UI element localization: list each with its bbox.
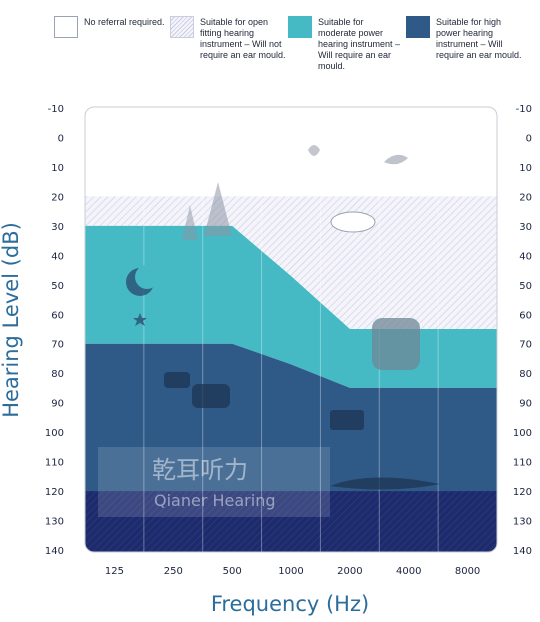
y-tick-label: 50 [519,281,532,292]
y-tick-label: 130 [45,517,64,528]
y-tick-label: 30 [51,222,64,233]
excavator-icon [330,410,364,430]
x-tick-label: 2000 [337,566,362,577]
y-tick-label: 80 [519,369,532,380]
legend-label: Suitable for high power hearing instrume… [436,17,522,60]
y-tick-label: 70 [519,340,532,351]
x-tick-labels: 125 250 500 1000 2000 4000 8000 [105,566,480,577]
y-tick-label: 0 [58,133,64,144]
butterfly-icon [308,145,320,156]
illustration-layer [126,145,440,490]
y-tick-label: 30 [519,222,532,233]
y-tick-label: 20 [51,192,64,203]
y-tick-label: 60 [51,310,64,321]
car-icon [192,384,230,408]
x-tick-label: 8000 [455,566,480,577]
band-profound [85,491,497,552]
band-open-fitting [85,196,497,329]
leaf-icon [384,154,408,165]
legend-swatch-hatched [170,16,194,38]
legend-label: No referral required. [84,17,165,27]
airplane-icon [330,477,440,490]
car-icon [164,372,190,388]
y-tick-label: 140 [45,546,64,557]
x-tick-label: 250 [164,566,183,577]
cloud-icon [330,211,376,233]
y-tick-label: 110 [45,458,64,469]
legend: No referral required. Suitable for open … [0,14,540,94]
small-tree-icon [182,205,198,240]
tree-icon [204,182,232,236]
y-tick-label: 90 [519,399,532,410]
y-tick-label: 0 [526,133,532,144]
y-tick-label: 10 [51,163,64,174]
moon-cutout-icon [135,265,159,289]
band-no-referral-required [85,107,497,197]
y-tick-label: 70 [51,340,64,351]
y-tick-label: 50 [51,281,64,292]
y-axis-title: Hearing Level (dB) [0,222,23,418]
y-tick-label: 130 [513,517,532,528]
legend-swatch-teal [288,16,312,38]
y-tick-label: 40 [51,251,64,262]
y-tick-label: -10 [516,104,532,115]
x-tick-label: 500 [223,566,242,577]
x-tick-label: 125 [105,566,124,577]
legend-swatch-navy [406,16,430,38]
watermark-cn-text: 乾耳听力 [152,456,248,484]
watermark-box [98,447,330,517]
y-tick-label: 60 [519,310,532,321]
legend-swatch-white [54,16,78,38]
y-tick-label: 40 [519,251,532,262]
star-icon [133,313,147,326]
watermark: 乾耳听力 Qianer Hearing [98,447,330,517]
x-tick-label: 4000 [396,566,421,577]
x-axis-title: Frequency (Hz) [211,592,369,616]
y-tick-label: 100 [513,428,532,439]
y-tick-label: 10 [519,163,532,174]
people-icon [372,318,420,370]
legend-label: Suitable for open fitting hearing instru… [200,17,286,60]
y-tick-label: 20 [519,192,532,203]
y-tick-label: 120 [45,487,64,498]
y-tick-label: 100 [45,428,64,439]
y-tick-label: 80 [51,369,64,380]
plot-frame [84,106,498,553]
grid-lines [143,107,439,552]
y-tick-labels-right: -10 0 10 20 30 40 50 60 70 80 90 100 110 120 130 140 [513,104,532,557]
watermark-en-text: Qianer Hearing [154,491,276,510]
y-tick-label: 90 [51,399,64,410]
y-tick-label: 120 [513,487,532,498]
y-tick-labels-left: -10 0 10 20 30 40 50 60 70 80 90 100 110 120 130 140 [45,104,64,557]
y-tick-label: 110 [513,458,532,469]
y-tick-label: 140 [513,546,532,557]
x-tick-label: 1000 [278,566,303,577]
y-tick-label: -10 [48,104,64,115]
legend-label: Suitable for moderate power hearing inst… [318,17,401,71]
